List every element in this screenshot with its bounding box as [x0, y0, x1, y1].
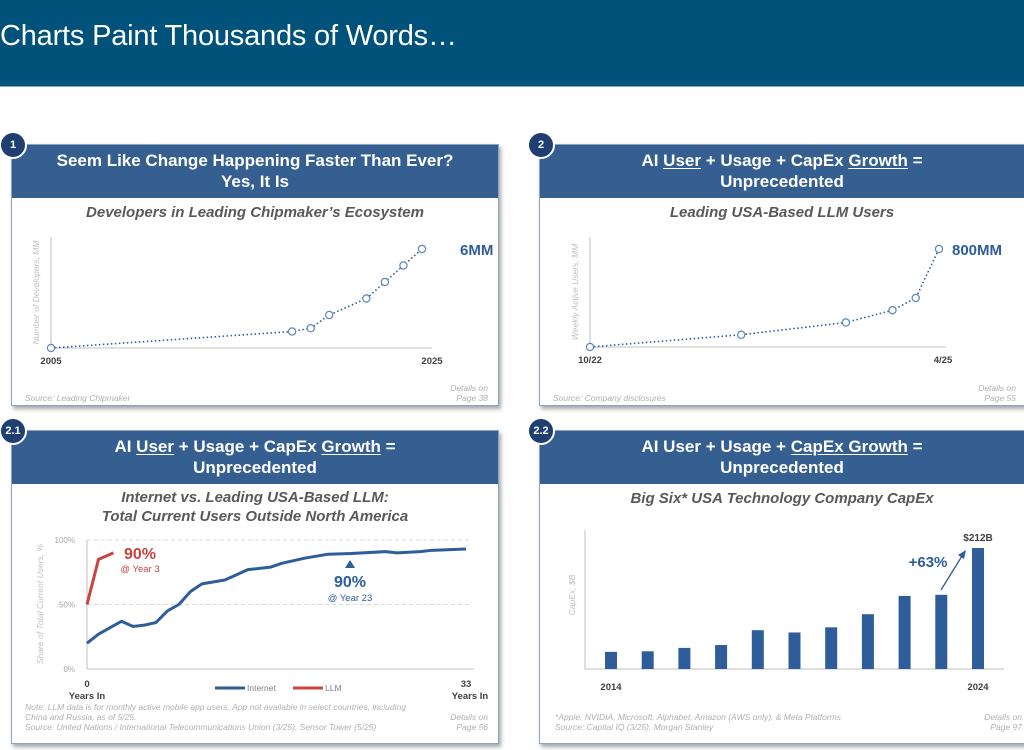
panel-badge: 1	[0, 131, 27, 159]
panel-title: AI User + Usage + CapEx Growth = Unpreced…	[540, 431, 1024, 484]
panel-title: AI User + Usage + CapEx Growth = Unpreced…	[12, 431, 498, 484]
title-underlined: User	[663, 151, 701, 170]
source-line: Source: United Nations / International T…	[25, 722, 377, 732]
details-page: Page 97	[990, 722, 1022, 732]
details-page: Page 55	[984, 393, 1016, 403]
panel-badge: 2	[527, 131, 555, 159]
panel-2-1: AI User + Usage + CapEx Growth = Unpreced…	[11, 430, 499, 744]
title-underlined: User	[136, 437, 174, 456]
details-link[interactable]: Details on Page 97	[984, 712, 1022, 732]
source-note: *Apple, NVIDIA, Microsoft, Alphabet, Ama…	[555, 712, 841, 732]
details-text: Details on	[450, 712, 488, 722]
panel-title: AI User + Usage + CapEx Growth = Unpreced…	[540, 145, 1024, 198]
title-text: =	[907, 151, 923, 170]
note-line: Note: LLM data is for monthly active mob…	[25, 702, 406, 712]
title-line1: AI User + Usage + CapEx Growth =	[641, 437, 922, 456]
source-note: Source: Company disclosures	[553, 393, 666, 403]
title-line2: Yes, It Is	[220, 172, 290, 191]
title-text: Seem Like Change Happening Faster Than E…	[56, 151, 454, 170]
source-note: Note: LLM data is for monthly active mob…	[25, 702, 406, 732]
details-text: Details on	[978, 383, 1016, 393]
details-page: Page 38	[456, 393, 488, 403]
panel-title: Seem Like Change Happening Faster Than E…	[12, 145, 498, 198]
source-line: Source: Capital IQ (3/25), Morgan Stanle…	[555, 722, 714, 732]
title-text: AI	[114, 437, 137, 456]
subtitle-line: Total Current Users Outside North Americ…	[101, 508, 409, 525]
details-text: Details on	[984, 712, 1022, 722]
title-line2: Unprecedented	[720, 172, 844, 191]
title-underlined: Growth	[848, 151, 908, 170]
details-link[interactable]: Details on Page 55	[978, 383, 1016, 403]
note-line: China and Russia, as of 5/25.	[25, 712, 137, 722]
title-text: AI User + Usage +	[641, 437, 791, 456]
title-text: + Usage + CapEx	[700, 151, 849, 170]
panel-badge: 2.1	[0, 417, 27, 445]
title-text: AI	[641, 151, 664, 170]
title-line1: AI User + Usage + CapEx Growth =	[114, 437, 395, 456]
title-text: =	[907, 437, 923, 456]
page-header: Charts Paint Thousands of Words…	[0, 0, 1024, 87]
title-underlined: CapEx Growth	[790, 437, 908, 456]
note-line: *Apple, NVIDIA, Microsoft, Alphabet, Ama…	[555, 712, 841, 722]
details-link[interactable]: Details on Page 38	[450, 383, 488, 403]
details-page: Page 56	[456, 722, 488, 732]
title-text: =	[380, 437, 396, 456]
panel-1: Seem Like Change Happening Faster Than E…	[11, 144, 499, 406]
chart-subtitle: Internet vs. Leading USA-Based LLM: Total…	[12, 488, 498, 526]
page-title: Charts Paint Thousands of Words…	[0, 20, 457, 52]
chart-subtitle: Leading USA-Based LLM Users	[669, 204, 895, 221]
subtitle-line: Internet vs. Leading USA-Based LLM:	[121, 489, 389, 506]
chart-subtitle: Developers in Leading Chipmaker’s Ecosys…	[86, 204, 424, 221]
panel-badge: 2.2	[527, 417, 555, 445]
panel-2-2: AI User + Usage + CapEx Growth = Unpreced…	[539, 430, 1024, 744]
title-text: + Usage + CapEx	[173, 437, 322, 456]
title-underlined: Growth	[321, 437, 381, 456]
panel-2: AI User + Usage + CapEx Growth = Unpreced…	[539, 144, 1024, 406]
details-text: Details on	[450, 383, 488, 393]
title-line1: AI User + Usage + CapEx Growth =	[641, 151, 922, 170]
details-link[interactable]: Details on Page 56	[450, 712, 488, 732]
source-note: Source: Leading Chipmaker	[25, 393, 131, 403]
title-line1: Seem Like Change Happening Faster Than E…	[57, 151, 454, 170]
title-line2: Unprecedented	[720, 458, 844, 477]
title-line2: Unprecedented	[193, 458, 317, 477]
chart-subtitle: Big Six* USA Technology Company CapEx	[630, 490, 934, 507]
